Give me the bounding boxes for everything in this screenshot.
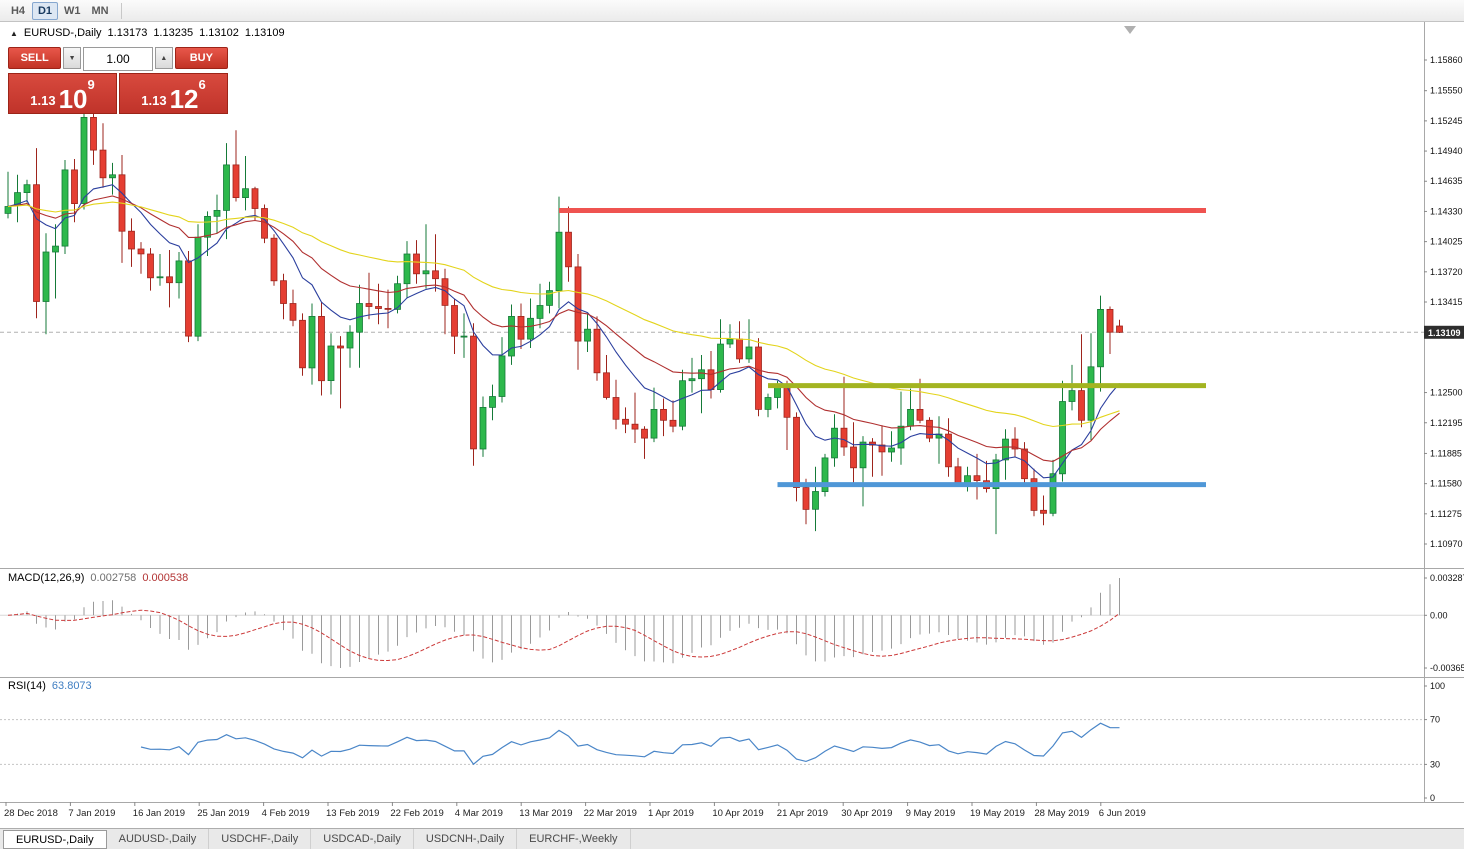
date-tick-label: 19 May 2019	[970, 808, 1025, 819]
date-tick-label: 25 Jan 2019	[197, 808, 249, 819]
buy-price-point: 6	[198, 77, 206, 92]
price-tick-label: 1.15860	[1430, 55, 1463, 65]
ohlc-open: 1.13173	[107, 27, 148, 39]
tab-usdchf--daily[interactable]: USDCHF-,Daily	[209, 829, 312, 849]
chart-symbol-label: EURUSD-,Daily	[23, 27, 102, 39]
price-tick-label: 1.11580	[1430, 479, 1462, 489]
one-click-prices-row: 1.13 10 9 1.13 12 6	[8, 73, 228, 114]
date-tick-label: 13 Feb 2019	[326, 808, 379, 819]
volume-input[interactable]	[83, 47, 153, 71]
macd-signal-value: 0.000538	[142, 572, 189, 584]
ma-22-line	[7, 195, 1120, 462]
rsi-tick-label: 0	[1430, 793, 1435, 803]
rsi-name: RSI(14)	[8, 680, 46, 692]
price-tick-label: 1.14330	[1430, 206, 1463, 216]
buy-price-prefix: 1.13	[141, 93, 167, 108]
price-tick-label: 1.14025	[1430, 237, 1463, 247]
price-tick-label: 1.14940	[1430, 146, 1463, 156]
date-tick-label: 28 Dec 2018	[4, 808, 58, 819]
macd-histogram	[17, 578, 1120, 668]
price-tick-label: 1.15245	[1430, 116, 1463, 126]
price-tick-label: 1.11275	[1430, 509, 1462, 519]
macd-tick-label: 0.00	[1430, 610, 1448, 620]
chevron-up-icon: ▲	[160, 54, 168, 62]
date-tick-label: 22 Feb 2019	[390, 808, 443, 819]
date-tick-label: 22 Mar 2019	[584, 808, 637, 819]
date-tick-label: 13 Mar 2019	[519, 808, 572, 819]
tab-eurusd--daily[interactable]: EURUSD-,Daily	[3, 830, 107, 849]
timeframe-button-mn[interactable]: MN	[87, 2, 114, 20]
ma-10-line	[7, 184, 1120, 479]
ma-50-line	[7, 201, 1120, 428]
date-tick-label: 4 Mar 2019	[455, 808, 503, 819]
rsi-indicator-label: RSI(14) 63.8073	[8, 680, 92, 692]
macd-indicator-label: MACD(12,26,9) 0.002758 0.000538	[8, 572, 188, 584]
date-tick-label: 28 May 2019	[1034, 808, 1089, 819]
date-tick-label: 10 Apr 2019	[712, 808, 763, 819]
rsi-line	[140, 722, 1120, 766]
toolbar-separator	[120, 2, 122, 19]
current-price-marker	[1424, 325, 1464, 339]
tab-usdcad--daily[interactable]: USDCAD-,Daily	[311, 829, 414, 849]
price-tick-label: 1.13720	[1430, 267, 1463, 277]
rsi-value: 63.8073	[51, 680, 92, 692]
buy-price-display[interactable]: 1.13 12 6	[119, 73, 228, 114]
chevron-down-icon: ▼	[68, 54, 76, 62]
one-click-controls-row: SELL ▼ ▲ BUY	[8, 47, 228, 71]
date-tick-label: 9 May 2019	[906, 808, 956, 819]
sell-price-pips: 10	[58, 83, 88, 114]
date-tick-label: 7 Jan 2019	[68, 808, 115, 819]
macd-tick-label: 0.003287	[1430, 573, 1464, 583]
date-tick-label: 1 Apr 2019	[648, 808, 694, 819]
timeframe-button-w1[interactable]: W1	[59, 2, 86, 20]
timeframe-button-d1[interactable]: D1	[32, 2, 58, 20]
sell-price-prefix: 1.13	[30, 93, 56, 108]
sell-price-point: 9	[87, 77, 95, 92]
macd-tick-label: -0.003659	[1430, 663, 1464, 673]
ohlc-high: 1.13235	[153, 27, 194, 39]
price-tick-label: 1.11885	[1430, 448, 1462, 458]
chart-shift-marker-icon[interactable]	[1124, 26, 1136, 34]
date-tick-label: 30 Apr 2019	[841, 808, 892, 819]
price-tick-label: 1.12195	[1430, 418, 1463, 428]
rsi-tick-label: 70	[1430, 715, 1440, 725]
symbol-marker-icon: ▲	[10, 28, 18, 38]
timeframe-button-h4[interactable]: H4	[5, 2, 31, 20]
timeframe-button-group: H4 D1 W1 MN	[5, 1, 115, 20]
price-tick-label: 1.14635	[1430, 176, 1463, 186]
chart-tab-bar: EURUSD-,Daily AUDUSD-,Daily USDCHF-,Daily U…	[0, 828, 1464, 849]
timeframe-toolbar: H4 D1 W1 MN	[0, 0, 1464, 22]
tab-audusd--daily[interactable]: AUDUSD-,Daily	[107, 829, 210, 849]
buy-button[interactable]: BUY	[174, 47, 228, 69]
price-tick-label: 1.12500	[1430, 388, 1463, 398]
macd-signal-line	[7, 609, 1120, 662]
rsi-tick-label: 100	[1430, 681, 1445, 691]
date-tick-label: 21 Apr 2019	[777, 808, 828, 819]
date-tick-label: 16 Jan 2019	[133, 808, 185, 819]
one-click-trading-panel: SELL ▼ ▲ BUY 1.13 10 9 1.13 12 6	[8, 47, 228, 114]
price-tick-label: 1.13415	[1430, 297, 1463, 307]
date-tick-label: 6 Jun 2019	[1099, 808, 1146, 819]
ohlc-low: 1.13102	[199, 27, 239, 39]
chart-ohlc-header: ▲ EURUSD-,Daily 1.13173 1.13235 1.13102 …	[10, 27, 285, 39]
volume-increase-button[interactable]: ▲	[155, 47, 173, 69]
candlestick-series	[4, 107, 1123, 535]
volume-decrease-button[interactable]: ▼	[63, 47, 81, 69]
current-price-marker-label: 1.13109	[1428, 328, 1461, 338]
sell-price-display[interactable]: 1.13 10 9	[8, 73, 117, 114]
sell-button[interactable]: SELL	[8, 47, 62, 69]
rsi-tick-label: 30	[1430, 759, 1440, 769]
macd-name: MACD(12,26,9)	[8, 572, 85, 584]
tab-eurchf--weekly[interactable]: EURCHF-,Weekly	[517, 829, 631, 849]
buy-price-pips: 12	[169, 83, 199, 114]
price-tick-label: 1.15550	[1430, 86, 1463, 96]
tab-usdcnh--daily[interactable]: USDCNH-,Daily	[414, 829, 518, 849]
price-tick-label: 1.10970	[1430, 539, 1463, 549]
macd-main-value: 0.002758	[90, 572, 137, 584]
date-tick-label: 4 Feb 2019	[262, 808, 310, 819]
ohlc-close: 1.13109	[244, 27, 285, 39]
